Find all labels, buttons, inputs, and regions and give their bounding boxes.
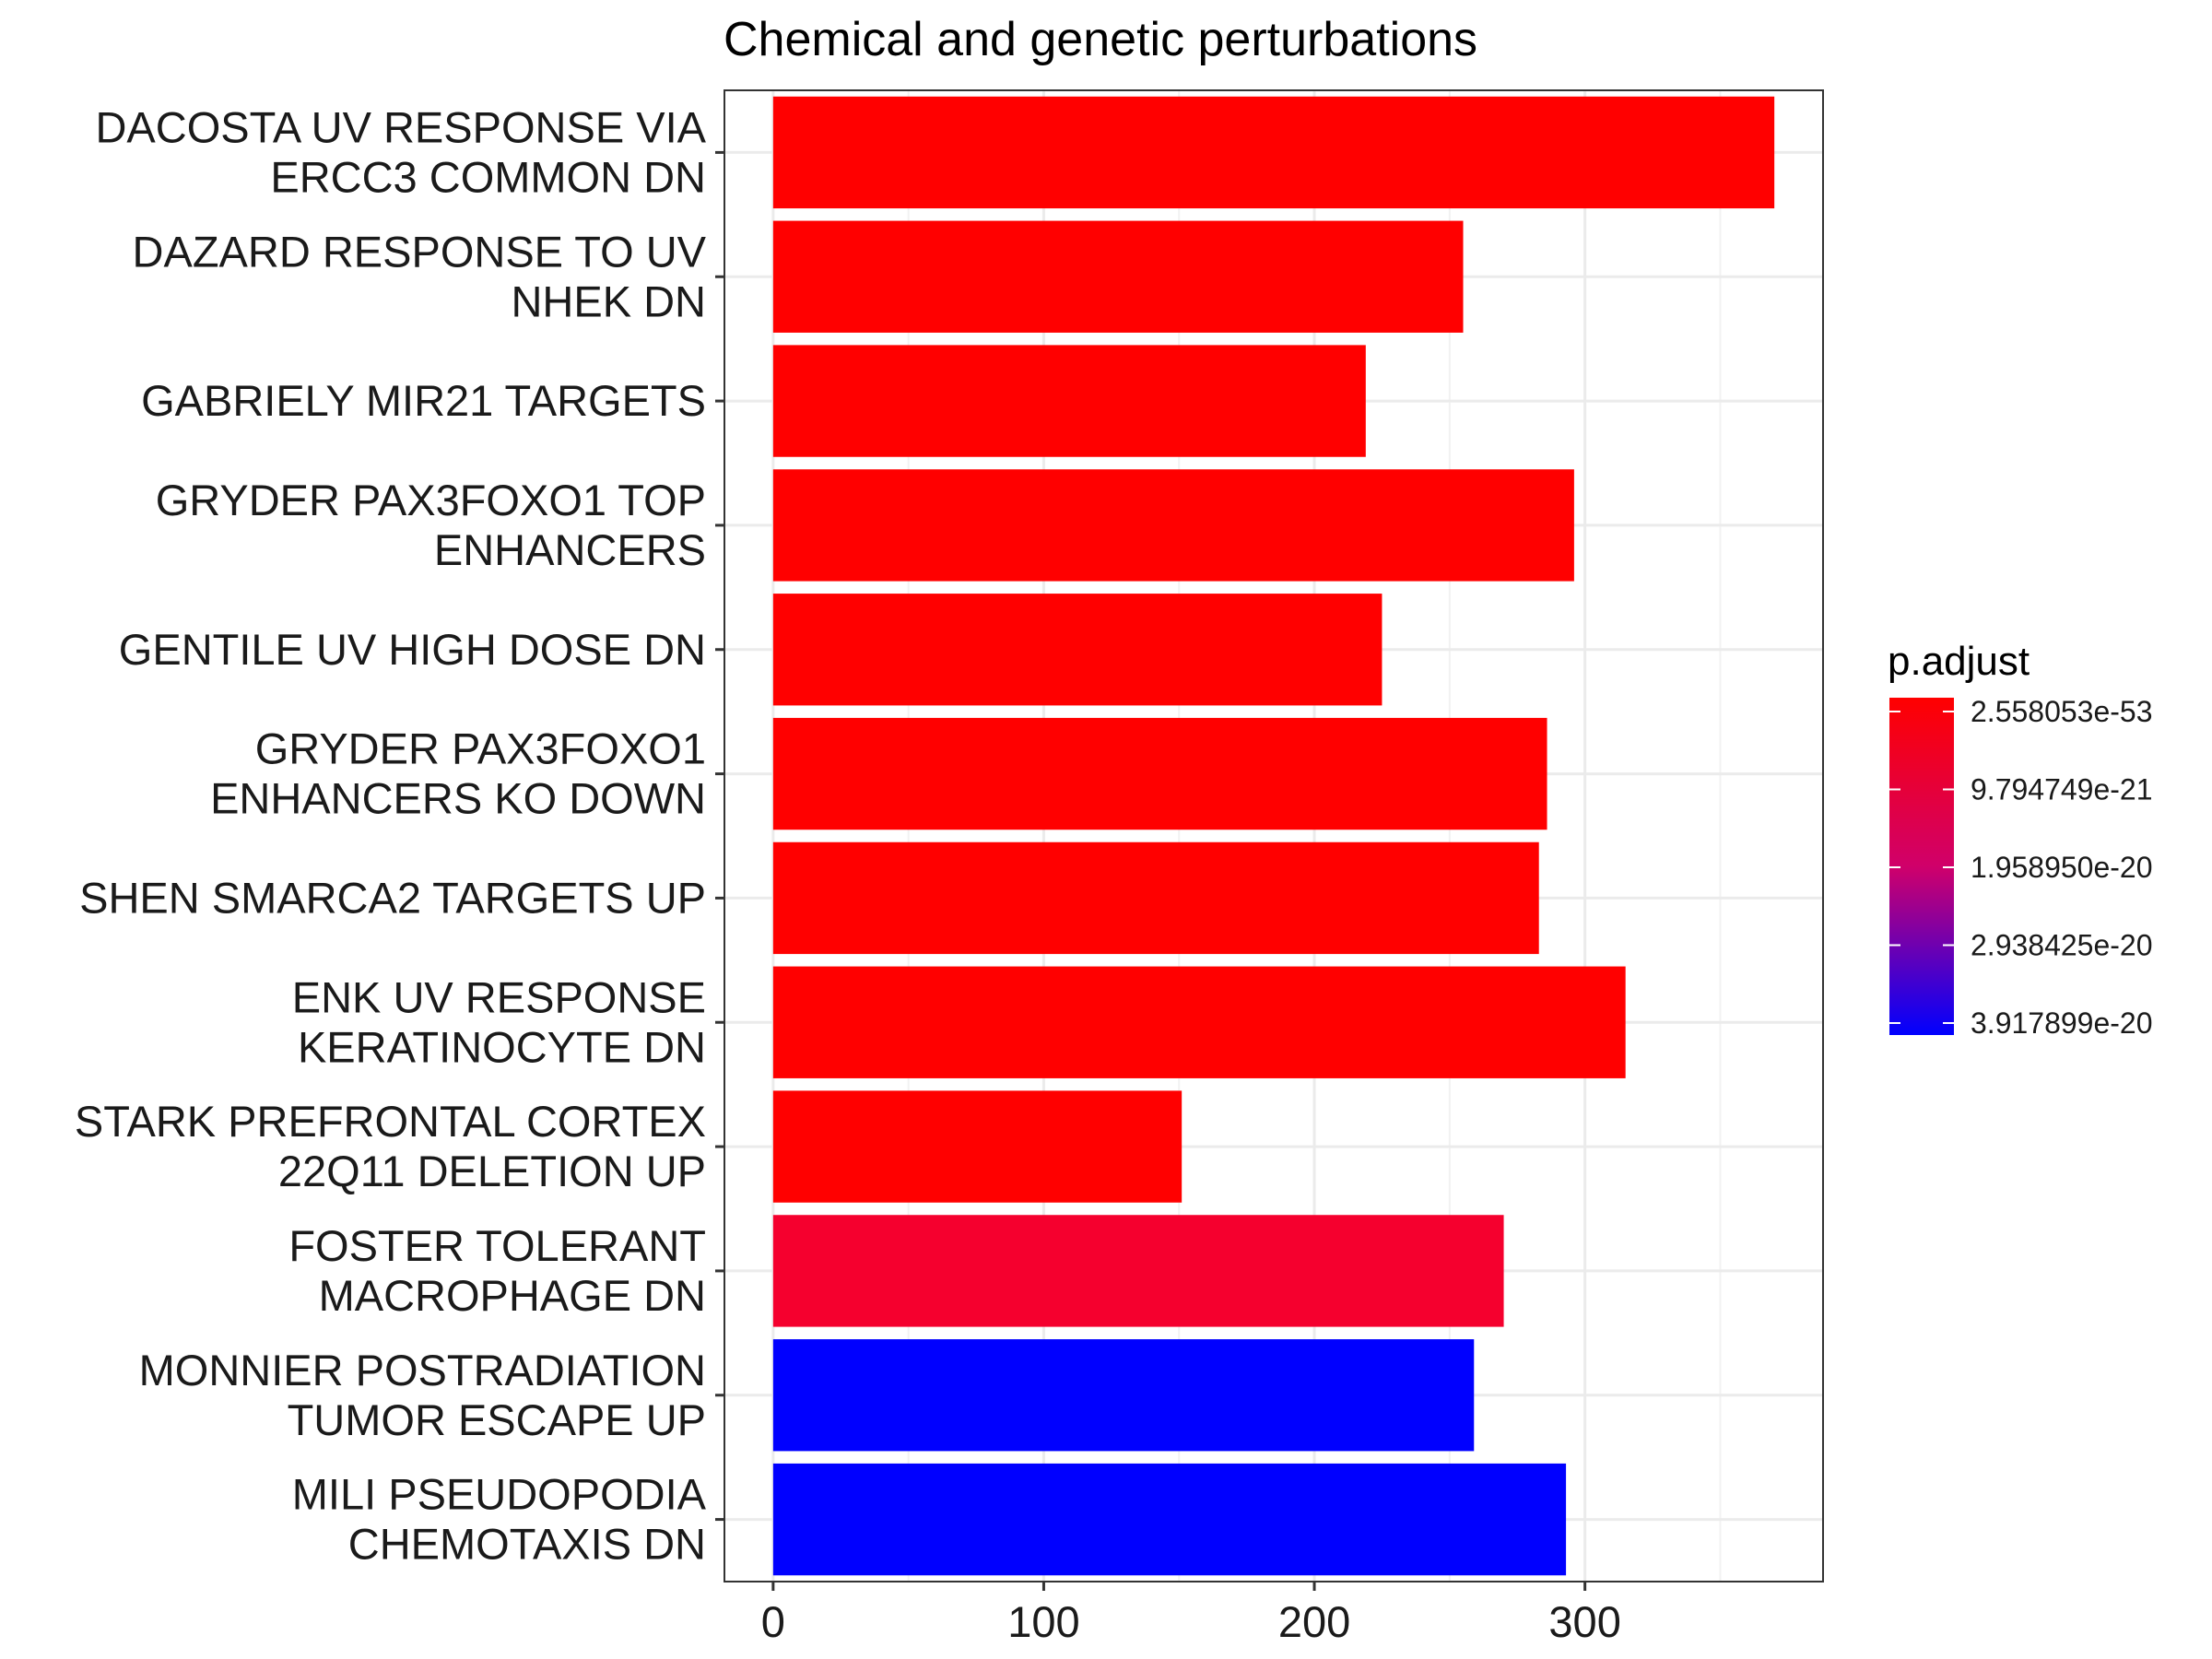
bar: [772, 1463, 1567, 1576]
y-tick-label: MACROPHAGE DN: [319, 1271, 706, 1320]
y-tick-label: STARK PREFRONTAL CORTEX: [75, 1097, 706, 1146]
y-tick-label: ENHANCERS KO DOWN: [210, 774, 706, 823]
y-tick-label: KERATINOCYTE DN: [298, 1022, 706, 1071]
bar: [772, 220, 1464, 333]
legend: p.adjust 2.558053e-53 9.794749e-21 1.95895…: [1888, 639, 2153, 1040]
y-tick-label: GENTILE UV HIGH DOSE DN: [119, 625, 706, 674]
legend-tick-label: 2.558053e-53: [1971, 695, 2153, 728]
x-tick-label: 0: [761, 1597, 785, 1646]
bar: [772, 594, 1382, 706]
bar: [772, 717, 1547, 830]
legend-tick-label: 2.938425e-20: [1971, 929, 2153, 962]
panel-border: [724, 89, 1824, 1583]
bar: [772, 96, 1775, 209]
x-axis: 0 100 200 300: [761, 1582, 1621, 1646]
legend-tick-label: 1.958950e-20: [1971, 851, 2153, 884]
legend-tick-label: 9.794749e-21: [1971, 773, 2153, 806]
y-tick-label: DACOSTA UV RESPONSE VIA: [95, 102, 706, 151]
y-tick-label: GRYDER PAX3FOXO1 TOP: [156, 476, 706, 524]
bars: [772, 96, 1775, 1576]
y-tick-label: NHEK DN: [511, 276, 706, 325]
x-tick-label: 300: [1548, 1597, 1620, 1646]
x-tick-label: 100: [1007, 1597, 1079, 1646]
y-tick-label: ENHANCERS: [434, 525, 706, 574]
chart-title: Chemical and genetic perturbations: [724, 13, 1477, 66]
legend-tick-label: 3.917899e-20: [1971, 1006, 2153, 1040]
y-tick-label: ERCC3 COMMON DN: [270, 152, 706, 201]
bar: [772, 345, 1366, 457]
y-tick-label: 22Q11 DELETION UP: [278, 1147, 706, 1195]
bar: [772, 966, 1626, 1078]
bar: [772, 841, 1539, 955]
grid-minor-lines: [907, 90, 1722, 1582]
bar: [772, 1215, 1504, 1327]
y-tick-label: ENK UV RESPONSE: [292, 972, 706, 1021]
bar: [772, 469, 1574, 582]
plot-panel: [724, 89, 1824, 1583]
y-tick-label: SHEN SMARCA2 TARGETS UP: [79, 873, 706, 922]
y-tick-label: MILI PSEUDOPODIA: [292, 1470, 707, 1519]
x-tick-label: 200: [1278, 1597, 1350, 1646]
y-tick-label: DAZARD RESPONSE TO UV: [133, 227, 707, 276]
y-tick-label: CHEMOTAXIS DN: [348, 1520, 706, 1569]
legend-title: p.adjust: [1888, 639, 2030, 684]
y-tick-label: TUMOR ESCAPE UP: [288, 1395, 706, 1444]
y-tick-label: GABRIELY MIR21 TARGETS: [141, 376, 706, 425]
bar: [772, 1090, 1182, 1203]
y-tick-label: GRYDER PAX3FOXO1: [255, 724, 706, 773]
bar: [772, 1339, 1475, 1452]
y-tick-label: MONNIER POSTRADIATION: [139, 1346, 706, 1394]
y-tick-label: FOSTER TOLERANT: [288, 1221, 706, 1270]
legend-ticks: 2.558053e-53 9.794749e-21 1.958950e-20 2.93…: [1889, 695, 2153, 1040]
